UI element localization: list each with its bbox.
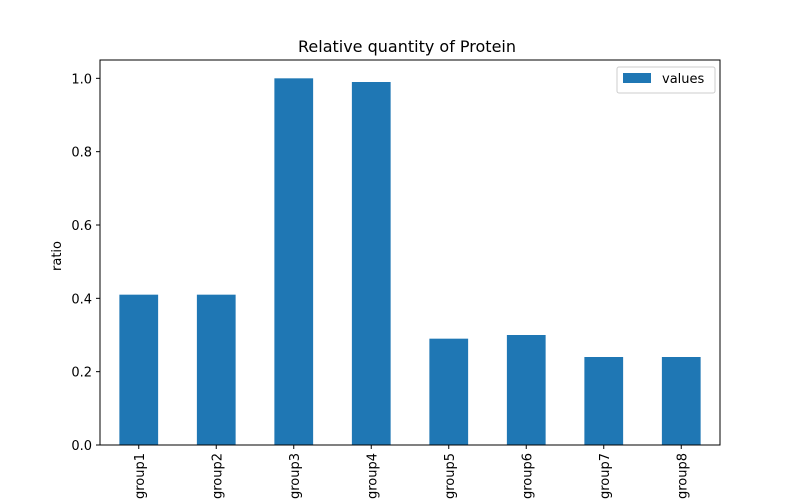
x-tick-label-group6: group6 [520,453,535,499]
x-tick-label-group7: group7 [598,453,613,499]
bar-group4 [351,82,391,445]
y-tick-label-0.2: 0.2 [71,366,92,381]
plot-frame [99,59,721,446]
y-tick-label-0.4: 0.4 [71,292,92,307]
x-tick-label-group5: group5 [443,453,458,499]
x-tick-label-group8: group8 [675,453,690,499]
y-tick-label-1.0: 1.0 [71,72,92,87]
bars-layer [119,78,701,445]
y-tick-label-0.6: 0.6 [71,219,92,234]
y-tick-label-0.0: 0.0 [71,439,92,454]
bar-group1 [119,294,159,445]
bar-group7 [584,357,624,445]
bar-group5 [429,338,469,445]
x-tick-label-group4: group4 [365,453,380,499]
bar-group3 [274,78,314,445]
chart-title: Relative quantity of Protein [298,37,516,56]
y-axis-label: ratio [50,241,65,271]
bar-group2 [196,294,236,445]
bar-group6 [506,335,546,445]
x-tick-label-group2: group2 [210,453,225,499]
legend: values [616,66,716,94]
bar-group8 [661,357,701,445]
legend-label-values: values [662,72,705,87]
axes-layer: group1 group2 group3 group4 group5 group6 grou… [71,59,721,499]
x-tick-label-group1: group1 [133,453,148,499]
legend-swatch-values [623,73,651,83]
x-tick-label-group3: group3 [288,453,303,499]
y-tick-label-0.8: 0.8 [71,146,92,161]
